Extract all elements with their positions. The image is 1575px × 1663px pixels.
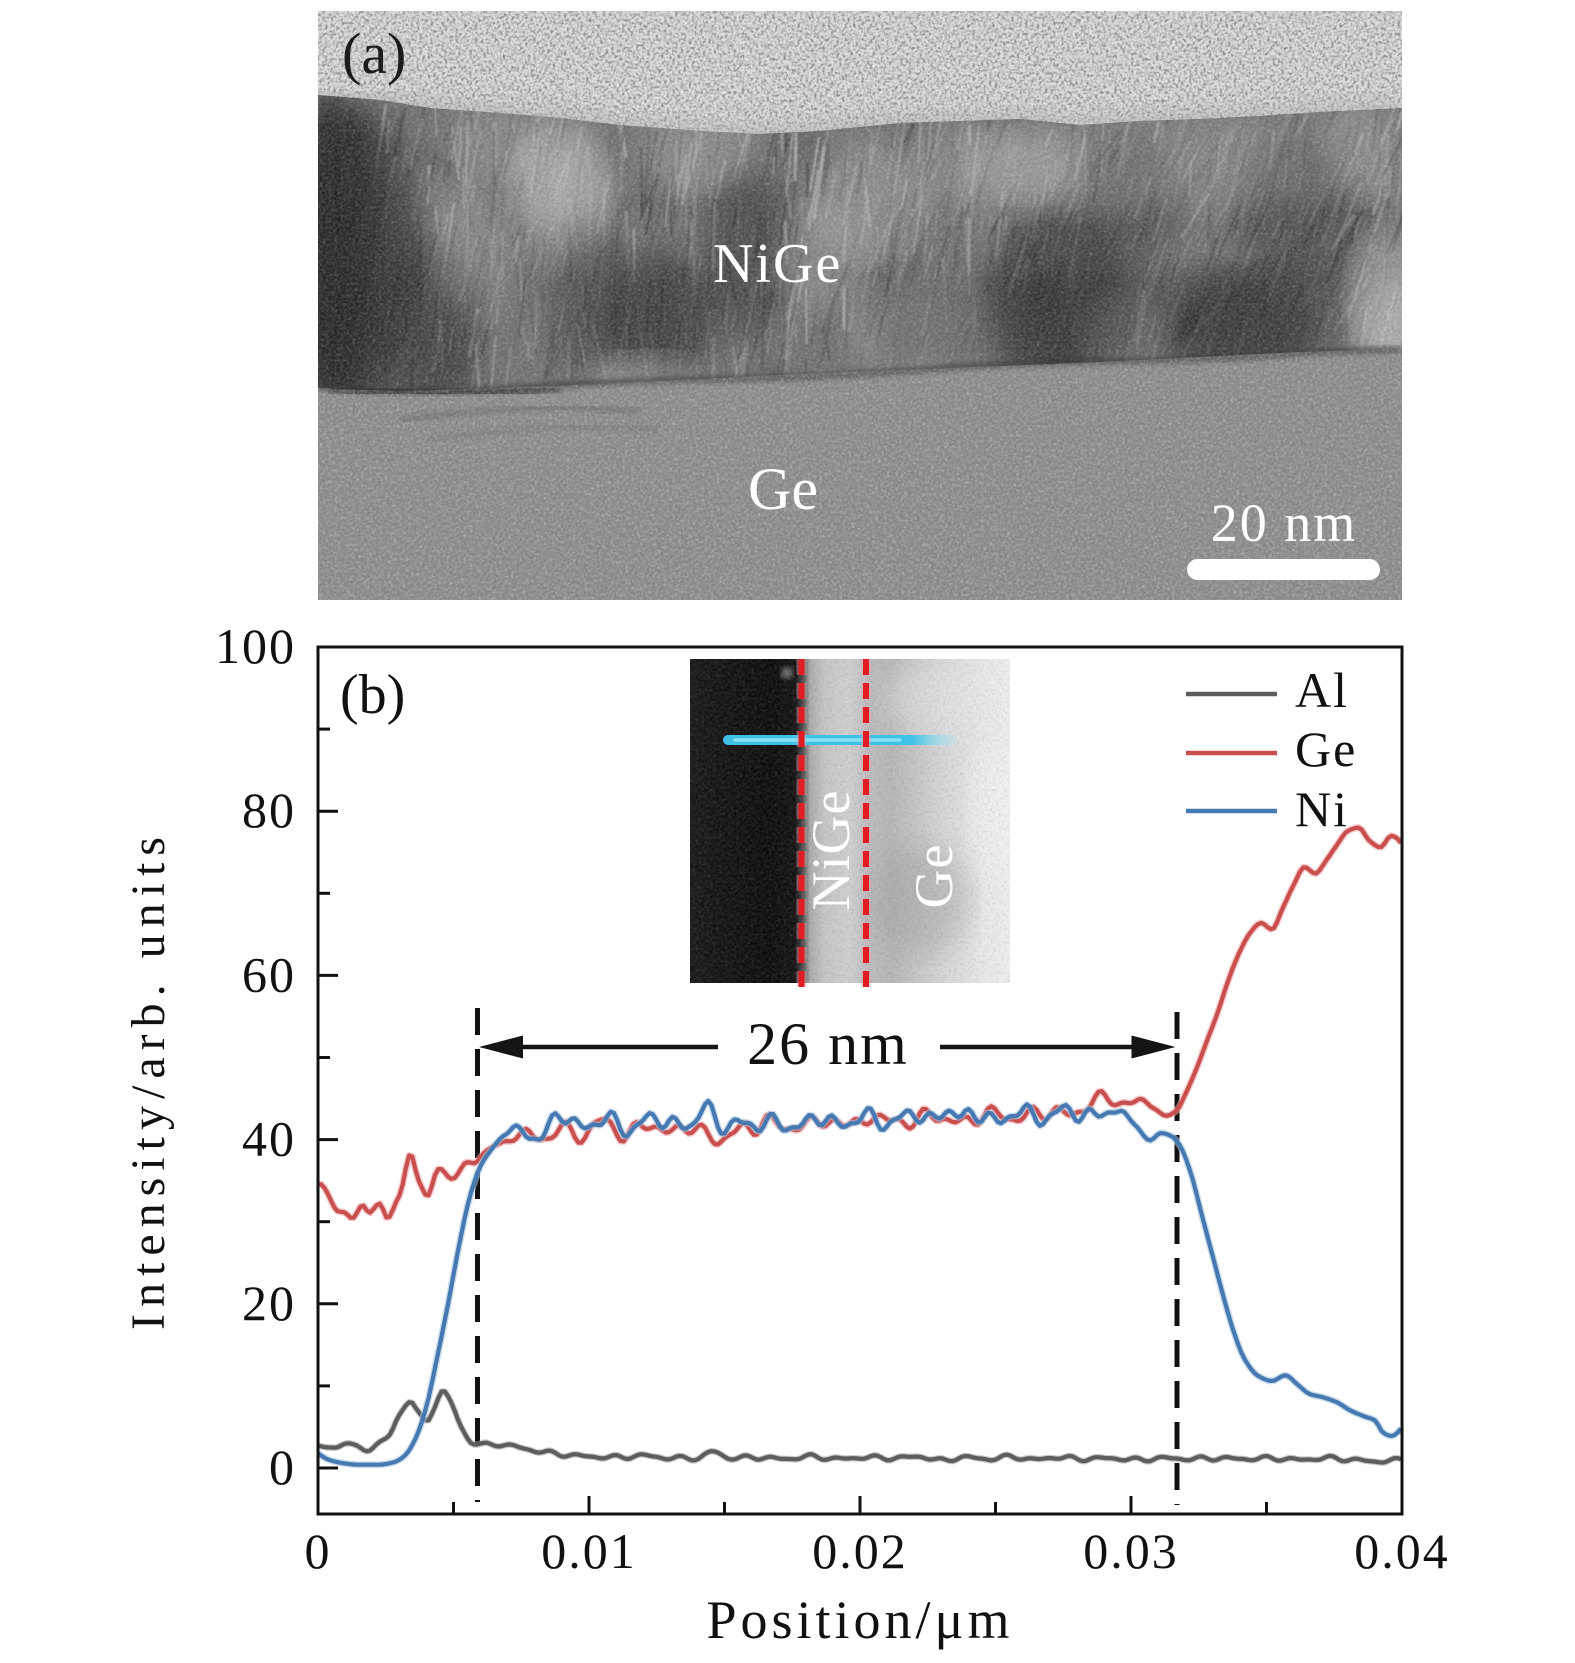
svg-text:40: 40 bbox=[242, 1111, 296, 1167]
svg-text:100: 100 bbox=[215, 618, 296, 674]
svg-text:Position/μm: Position/μm bbox=[706, 1590, 1013, 1650]
svg-text:0.04: 0.04 bbox=[1354, 1523, 1450, 1579]
svg-text:0: 0 bbox=[269, 1439, 296, 1495]
svg-text:20 nm: 20 nm bbox=[1211, 493, 1358, 553]
svg-text:26 nm: 26 nm bbox=[747, 1011, 909, 1077]
svg-text:NiGe: NiGe bbox=[801, 790, 861, 911]
svg-text:Ni: Ni bbox=[1295, 781, 1349, 837]
svg-text:(a): (a) bbox=[342, 21, 406, 86]
svg-text:80: 80 bbox=[242, 782, 296, 838]
svg-text:0.03: 0.03 bbox=[1083, 1523, 1179, 1579]
svg-text:Intensity/arb. units: Intensity/arb. units bbox=[122, 830, 175, 1330]
svg-text:NiGe: NiGe bbox=[713, 233, 842, 295]
svg-text:Ge: Ge bbox=[1295, 721, 1357, 777]
svg-text:0.01: 0.01 bbox=[541, 1523, 637, 1579]
svg-text:0: 0 bbox=[305, 1523, 332, 1579]
svg-text:20: 20 bbox=[242, 1275, 296, 1331]
svg-text:Ge: Ge bbox=[748, 456, 818, 522]
svg-text:Al: Al bbox=[1295, 662, 1349, 718]
svg-text:Ge: Ge bbox=[904, 844, 964, 909]
svg-text:(b): (b) bbox=[340, 664, 405, 726]
svg-text:60: 60 bbox=[242, 946, 296, 1002]
svg-text:0.02: 0.02 bbox=[812, 1523, 908, 1579]
